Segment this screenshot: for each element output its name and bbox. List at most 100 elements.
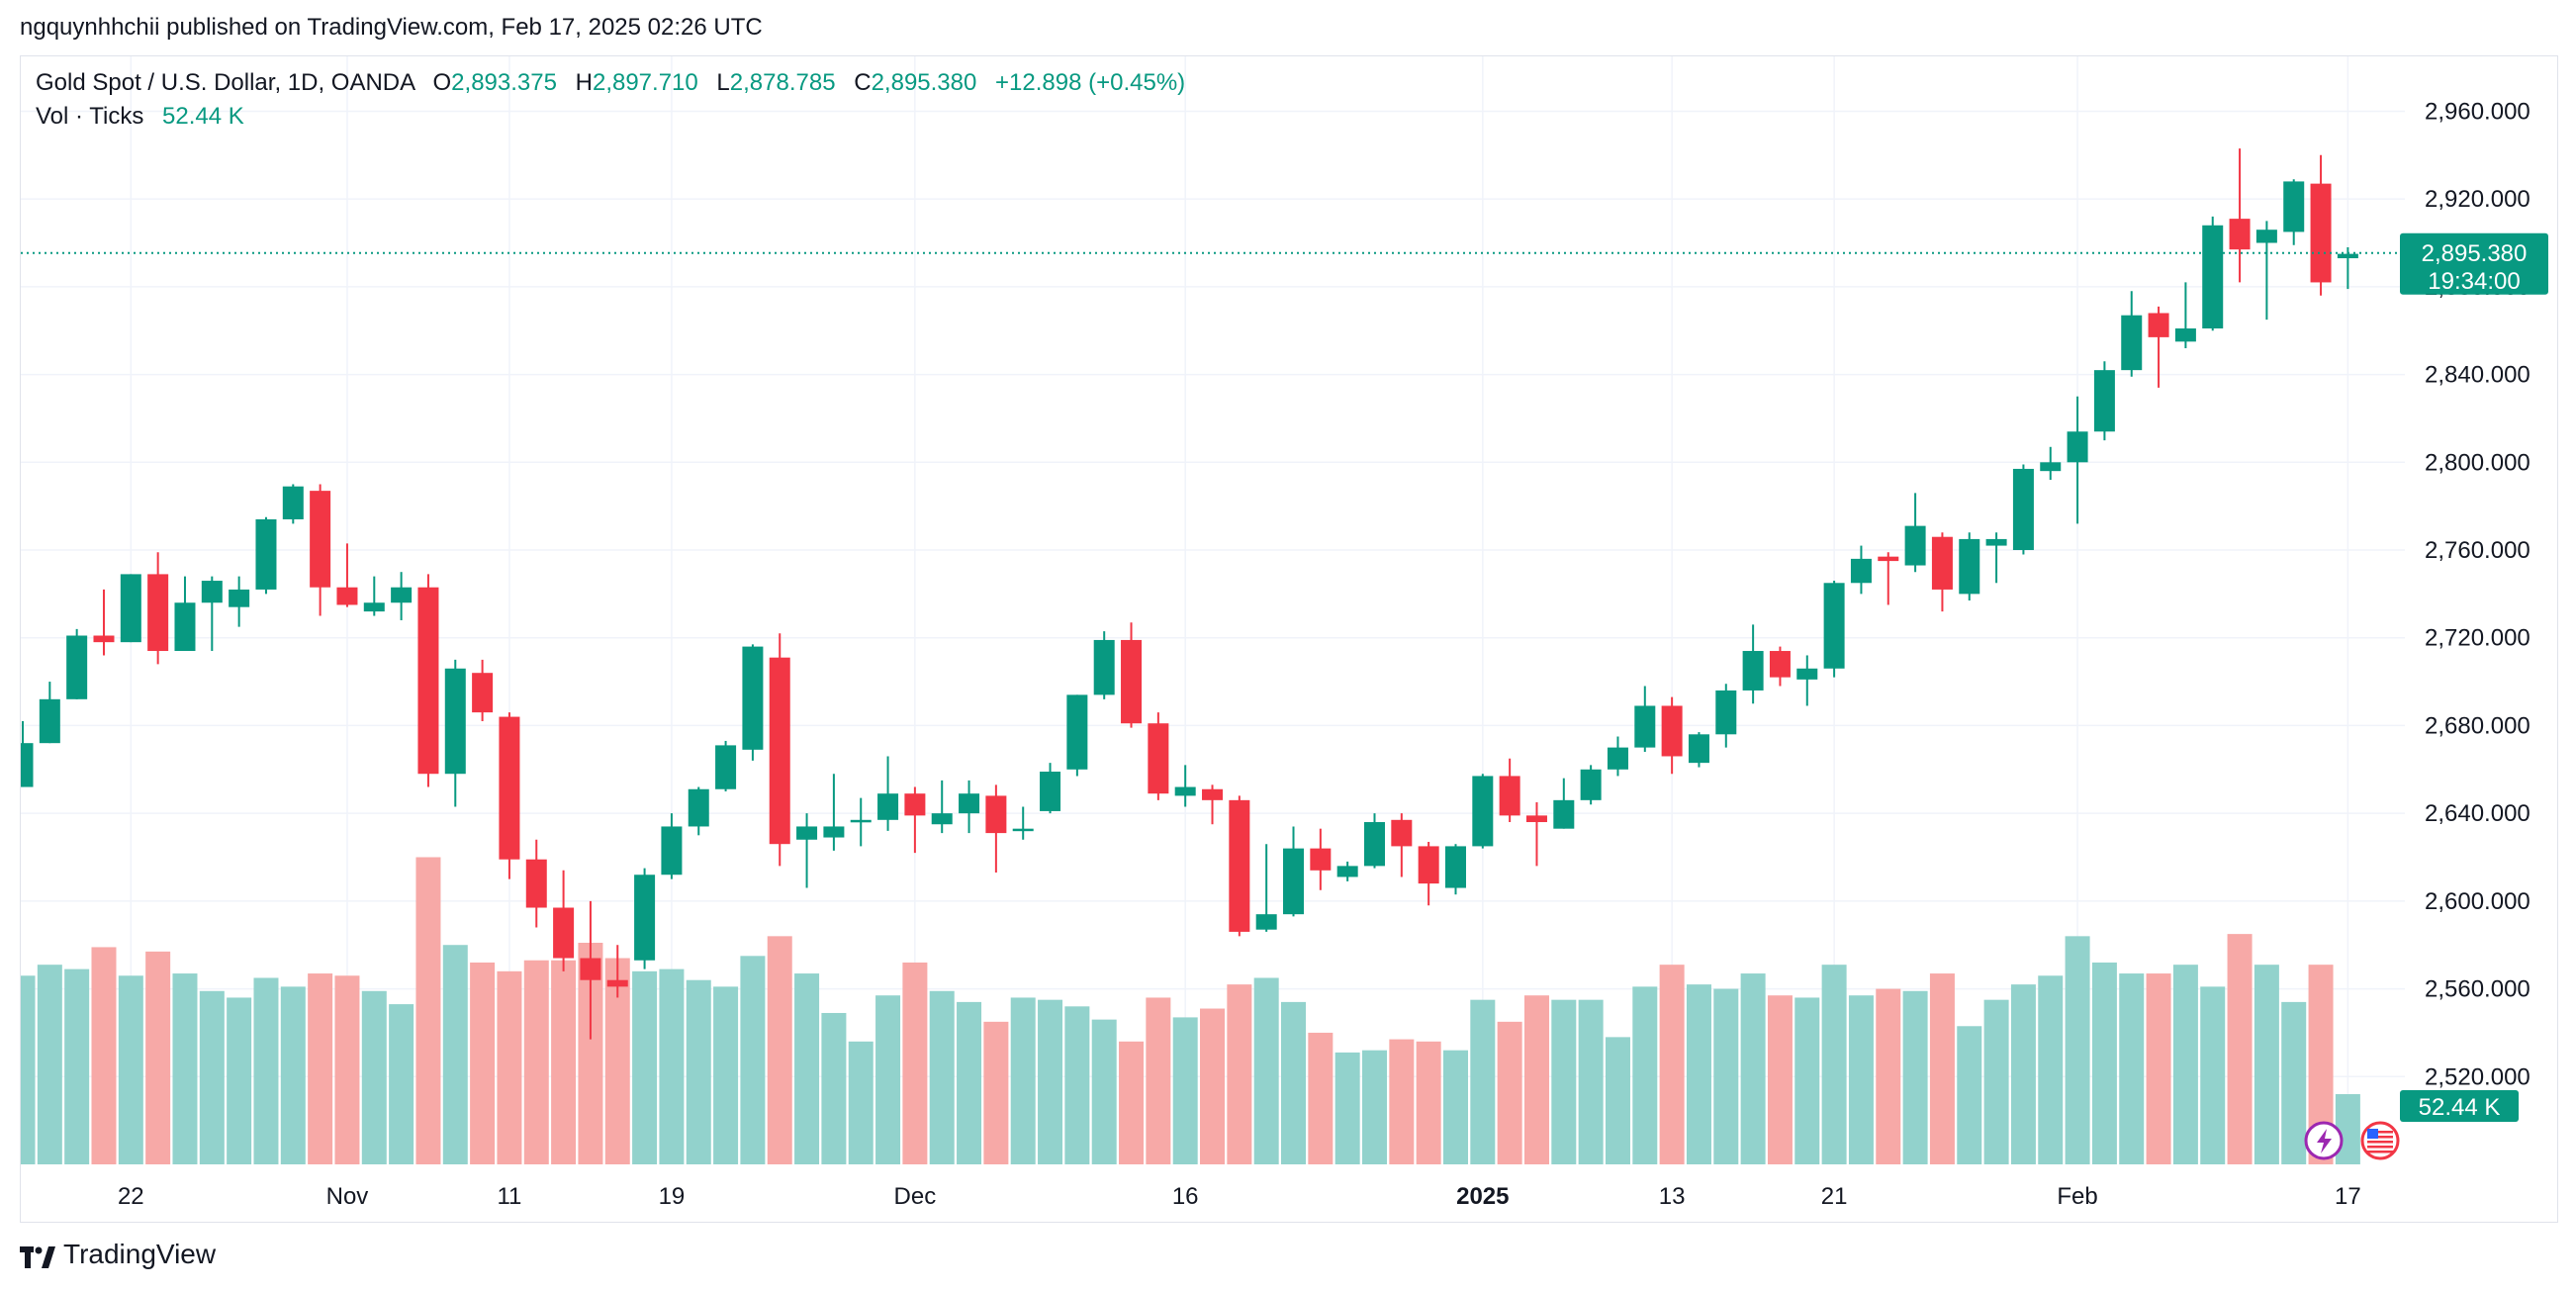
volume-bar <box>740 956 766 1164</box>
candle-body <box>1336 866 1358 877</box>
candle-body <box>715 745 737 789</box>
volume-bar <box>1902 990 1928 1164</box>
high-label: H <box>575 69 593 96</box>
us-flag-stripe <box>2367 1131 2393 1134</box>
candle-body <box>1688 734 1709 764</box>
candle-body <box>1418 846 1439 884</box>
candle-body <box>1607 747 1628 770</box>
candle-body <box>1040 772 1061 811</box>
volume-bar <box>2227 934 2253 1164</box>
candle-body <box>1580 769 1602 800</box>
low-label: L <box>716 69 730 96</box>
volume-bar <box>1308 1032 1334 1164</box>
volume-bar <box>2119 973 2145 1164</box>
volume-bar <box>1659 965 1685 1164</box>
us-flag-stripe <box>2367 1146 2393 1149</box>
volume-bar <box>1146 997 1171 1164</box>
volume-bar <box>1038 999 1063 1164</box>
candle-body <box>553 907 575 959</box>
volume-bar <box>253 977 279 1164</box>
candle-body <box>1066 694 1088 770</box>
y-tick-label: 2,600.000 <box>2425 888 2530 915</box>
price-tag-bg <box>2400 232 2548 295</box>
volume-bar <box>713 986 739 1164</box>
tradingview-logo-icon <box>20 1244 55 1268</box>
candle-body <box>2093 370 2115 432</box>
candle-body <box>2067 431 2088 463</box>
volume-bar <box>2281 1001 2307 1164</box>
volume-bar <box>21 975 36 1164</box>
candle-body <box>1959 538 1980 595</box>
volume-bar <box>767 936 792 1164</box>
chart-canvas[interactable]: 2,520.000 2,560.000 2,600.000 2,640.000 2,68… <box>21 56 2559 1224</box>
volume-bar <box>1740 973 1766 1164</box>
candle-body <box>1661 705 1683 757</box>
symbol-title[interactable]: Gold Spot / U.S. Dollar, 1D, OANDA <box>36 69 414 96</box>
x-tick-label: 13 <box>1659 1183 1686 1210</box>
volume-bars <box>21 857 2360 1164</box>
lightning-bolt-icon <box>2317 1129 2332 1153</box>
volume-bar <box>470 962 496 1164</box>
volume-bar <box>1200 1008 1226 1164</box>
candle-body <box>1823 583 1845 669</box>
candle-body <box>959 793 980 814</box>
volume-bar <box>118 975 143 1164</box>
open-value: 2,893.375 <box>451 69 557 96</box>
volume-bar <box>1686 984 1711 1164</box>
volume-bar <box>415 857 441 1164</box>
volume-bar <box>361 990 387 1164</box>
volume-bar <box>1767 995 1793 1164</box>
volume-bar <box>2091 962 2117 1164</box>
chart-frame[interactable]: 2,520.000 2,560.000 2,600.000 2,640.000 2,68… <box>20 55 2558 1223</box>
x-tick-label: Dec <box>894 1183 937 1210</box>
volume-bar <box>2146 973 2171 1164</box>
us-flag-canton <box>2367 1129 2378 1139</box>
volume-bar <box>1713 988 1739 1164</box>
volume-bar <box>2335 1094 2360 1164</box>
volume-bar <box>659 968 685 1164</box>
candle-body <box>688 788 709 827</box>
volume-bar <box>1470 999 1496 1164</box>
candle-body <box>120 574 141 643</box>
candle-body <box>472 673 494 713</box>
candle-body <box>985 795 1007 834</box>
symbol-legend[interactable]: Gold Spot / U.S. Dollar, 1D, OANDA O2,89… <box>36 69 1185 97</box>
volume-bar <box>1632 986 1658 1164</box>
x-tick-label: 2025 <box>1456 1183 1509 1210</box>
candle-body <box>877 793 899 820</box>
volume-bar <box>1551 999 1577 1164</box>
x-tick-label: 16 <box>1172 1183 1199 1210</box>
volume-bar <box>172 973 198 1164</box>
x-tick-label: 22 <box>118 1183 144 1210</box>
volume-bar <box>902 962 928 1164</box>
candle-body <box>2012 468 2034 551</box>
y-tick-label: 2,520.000 <box>2425 1063 2530 1090</box>
candle-body <box>931 813 953 825</box>
y-tick-label: 2,920.000 <box>2425 186 2530 213</box>
volume-bar <box>145 951 171 1164</box>
volume-bar <box>199 990 225 1164</box>
candle-body <box>1364 822 1385 867</box>
change-value: +12.898 (+0.45%) <box>995 69 1186 96</box>
candle-body <box>93 635 115 643</box>
candle-body <box>850 819 872 823</box>
candle-body <box>1904 525 1926 566</box>
volume-bar <box>1578 999 1604 1164</box>
volume-bar <box>2010 984 2036 1164</box>
volume-legend[interactable]: Vol · Ticks 52.44 K <box>36 103 244 131</box>
volume-label[interactable]: Vol · Ticks <box>36 103 144 130</box>
candle-body <box>417 587 439 775</box>
low-value: 2,878.785 <box>729 69 836 96</box>
candle-body <box>1121 639 1143 724</box>
candle-body <box>2202 225 2224 329</box>
volume-bar <box>983 1021 1009 1164</box>
volume-bar <box>1821 965 1847 1164</box>
tradingview-brand[interactable]: TradingView <box>20 1239 216 1270</box>
candle-body <box>229 589 250 607</box>
volume-bar <box>37 965 62 1164</box>
candle-body <box>769 657 790 845</box>
candle-body <box>525 859 547 908</box>
candle-body <box>1634 705 1656 748</box>
volume-bar <box>497 970 522 1164</box>
candle-body <box>634 875 656 961</box>
